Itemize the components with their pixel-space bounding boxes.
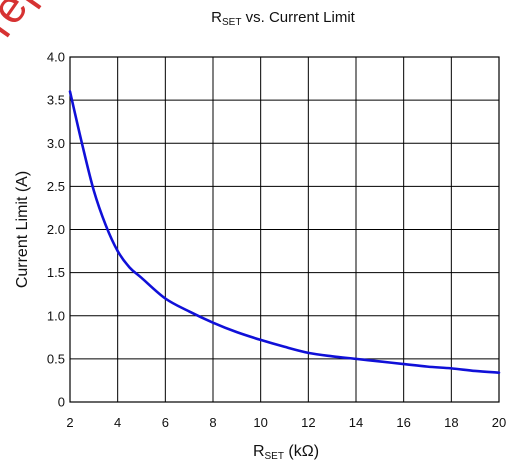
current-limit-curve bbox=[68, 90, 501, 374]
grid bbox=[70, 57, 499, 402]
y-tick-labels: 0 0.5 1.0 1.5 2.0 2.5 3.0 3.5 4.0 bbox=[47, 50, 65, 410]
x-tick-label: 6 bbox=[162, 415, 169, 430]
chart-title: RSET vs. Current Limit bbox=[211, 9, 355, 28]
y-tick-label: 0.5 bbox=[47, 351, 65, 366]
x-tick-label: 12 bbox=[301, 415, 315, 430]
x-tick-label: 16 bbox=[396, 415, 410, 430]
x-axis-label-subscript: SET bbox=[265, 451, 284, 462]
chart-title-rest: vs. Current Limit bbox=[241, 9, 355, 26]
x-tick-label: 4 bbox=[114, 415, 121, 430]
y-axis-label: Current Limit (A) bbox=[14, 171, 31, 288]
x-tick-label: 2 bbox=[66, 415, 73, 430]
y-tick-label: 3.5 bbox=[47, 93, 65, 108]
y-tick-label: 2.5 bbox=[47, 179, 65, 194]
y-tick-label: 4.0 bbox=[47, 50, 65, 65]
x-tick-label: 18 bbox=[444, 415, 458, 430]
x-tick-label: 10 bbox=[253, 415, 267, 430]
x-axis-label-main: R bbox=[253, 443, 265, 460]
chart-title-main: R bbox=[211, 9, 222, 26]
y-tick-label: 3.0 bbox=[47, 136, 65, 151]
watermark-text: rep bbox=[0, 0, 52, 46]
y-tick-label: 2.0 bbox=[47, 222, 65, 237]
x-axis-label-rest: (kΩ) bbox=[284, 443, 319, 460]
x-tick-label: 8 bbox=[209, 415, 216, 430]
x-tick-label: 14 bbox=[349, 415, 363, 430]
chart-title-subscript: SET bbox=[222, 17, 241, 28]
x-tick-labels: 2 4 6 8 10 12 14 16 18 20 bbox=[66, 415, 506, 430]
plot-frame bbox=[69, 56, 500, 403]
y-tick-label: 0 bbox=[58, 395, 65, 410]
x-tick-label: 20 bbox=[492, 415, 506, 430]
x-axis-label: RSET (kΩ) bbox=[253, 443, 319, 462]
y-tick-label: 1.5 bbox=[47, 265, 65, 280]
y-tick-label: 1.0 bbox=[47, 308, 65, 323]
